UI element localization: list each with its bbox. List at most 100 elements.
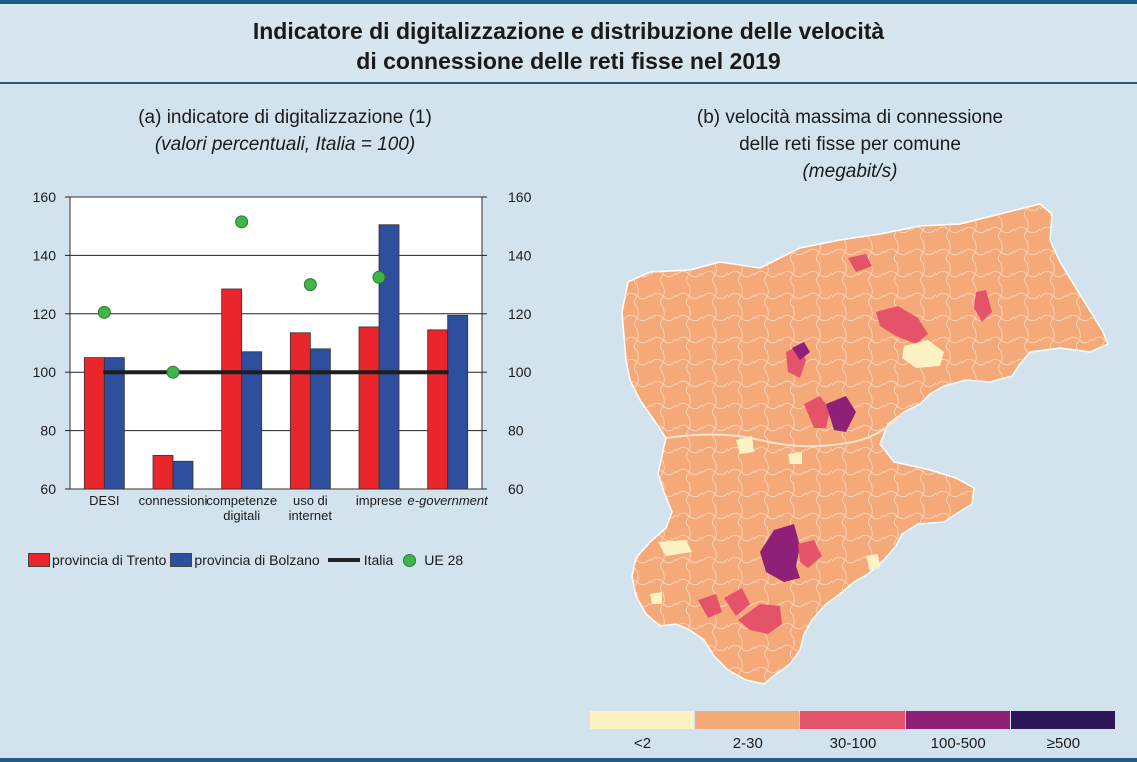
y-tick-label-left: 120 (33, 306, 57, 322)
map-area-30-100 (804, 396, 830, 428)
bar-bolzano (103, 357, 125, 490)
x-category-label: competenze (206, 493, 277, 508)
bar-bolzano (447, 314, 469, 490)
map-area-lt2 (866, 554, 880, 570)
panel-b-subtitle: (megabit/s) (802, 161, 898, 182)
bar-trento (221, 288, 243, 490)
map-region-outline (621, 203, 1109, 685)
legend-swatch-ue28 (403, 553, 417, 567)
bar-chart: 60 80 100 120 140 160 60 80 100 120 140 160 DESI co… (33, 189, 532, 523)
y-tick-label-right: 60 (508, 481, 524, 497)
legend-swatch-italia (327, 558, 360, 562)
panel-a-title: (a) indicatore di digitalizzazione (1) (… (40, 104, 530, 158)
y-axis-left: 60 80 100 120 140 160 (33, 189, 70, 497)
panel-a-title-text: (a) indicatore di digitalizzazione (1) (138, 107, 432, 128)
legend-label-bolzano: provincia di Bolzano (194, 552, 320, 568)
x-category-label: digitali (223, 508, 260, 523)
x-category-label: DESI (89, 493, 119, 508)
map-municipality-borders (622, 204, 1108, 684)
chart-legend: provincia di Trento provincia di Bolzano… (28, 552, 467, 568)
legend-label-italia: Italia (363, 552, 394, 568)
map-legend-swatch-lt2 (590, 711, 695, 729)
map-legend-label: 100-500 (930, 735, 986, 752)
panel-b-title-line2: delle reti fisse per comune (739, 134, 961, 155)
map-area-lt2 (902, 340, 944, 368)
map-area-30-100 (848, 254, 872, 272)
map-legend-swatch-100-500 (905, 711, 1010, 729)
figure-title-line2: di connessione delle reti fisse nel 2019 (356, 48, 781, 74)
panel-b-title-line1: (b) velocità massima di connessione (696, 107, 1004, 128)
map-area-lt2 (788, 452, 802, 464)
y-tick-label-left: 60 (40, 481, 56, 497)
point-ue28 (166, 365, 180, 379)
y-tick-label-right: 100 (508, 364, 532, 380)
legend-label-ue28: UE 28 (424, 552, 464, 568)
bar-bolzano (172, 460, 194, 490)
legend-swatch-trento (28, 553, 50, 567)
map-legend-labels: <2 2-30 30-100 100-500 ≥500 (590, 735, 1116, 752)
map-area-30-100 (974, 290, 992, 322)
map-legend-label: 30-100 (829, 735, 877, 752)
legend-item-ue28: UE 28 (397, 552, 463, 568)
map-area-30-100 (724, 588, 750, 616)
bar-trento (152, 455, 174, 490)
map-area-30-100 (786, 346, 806, 378)
bars (83, 224, 469, 490)
province-boundary (665, 411, 905, 448)
y-tick-label-right: 120 (508, 306, 532, 322)
map-area-lt2 (650, 592, 662, 604)
bar-bolzano (378, 224, 400, 490)
panel-a-subtitle: (valori percentuali, Italia = 100) (154, 134, 416, 155)
bar-bolzano (309, 348, 331, 490)
y-tick-label-left: 160 (33, 189, 57, 205)
map-area-100-500 (826, 396, 856, 432)
bar-trento (83, 357, 105, 490)
map-legend-label: 2-30 (732, 735, 763, 752)
x-category-label: uso di (293, 493, 328, 508)
map-area-lt2 (658, 540, 692, 556)
y-tick-label-right: 140 (508, 247, 532, 263)
legend-item-italia: Italia (324, 552, 394, 568)
legend-item-trento: provincia di Trento (28, 552, 166, 568)
legend-label-trento: provincia di Trento (52, 552, 167, 568)
map-area-30-100 (798, 540, 822, 568)
bar-trento (427, 329, 449, 490)
map-legend: <2 2-30 30-100 100-500 ≥500 (590, 711, 1116, 752)
map-legend-swatch-2-30 (695, 711, 800, 729)
ue-points (97, 215, 386, 379)
y-tick-label-right: 80 (508, 423, 524, 439)
top-rule (0, 0, 1137, 4)
bar-bolzano (241, 351, 263, 490)
bar-trento (358, 326, 380, 490)
map-legend-label: <2 (634, 735, 652, 752)
map-legend-swatch-30-100 (800, 711, 905, 729)
y-tick-label-right: 160 (508, 189, 532, 205)
map-area-30-100 (698, 594, 722, 618)
map-area-100-500 (792, 342, 810, 360)
legend-item-bolzano: provincia di Bolzano (170, 552, 320, 568)
map-area-30-100 (738, 604, 782, 634)
map-area-100-500 (760, 524, 800, 582)
legend-swatch-bolzano (170, 553, 193, 567)
point-ue28 (303, 278, 317, 292)
x-category-label: imprese (356, 493, 402, 508)
bar-trento (289, 332, 311, 490)
figure-title-line1: Indicatore di digitalizzazione e distrib… (252, 18, 885, 44)
map-legend-swatch-ge500 (1010, 711, 1116, 729)
x-category-label: e-government (408, 493, 490, 508)
point-ue28 (235, 215, 249, 229)
y-tick-label-left: 140 (33, 247, 57, 263)
point-ue28 (97, 305, 111, 319)
figure-title: Indicatore di digitalizzazione e distrib… (0, 4, 1137, 84)
x-category-label: connessioni (139, 493, 208, 508)
plot-area (69, 196, 483, 490)
y-axis-right: 60 80 100 120 140 160 (482, 189, 532, 497)
map-area-lt2 (736, 436, 754, 454)
map-area-30-100 (876, 306, 928, 344)
y-tick-label-left: 100 (33, 364, 57, 380)
y-tick-label-left: 80 (40, 423, 56, 439)
point-ue28 (372, 270, 386, 284)
panel-b-title: (b) velocità massima di connessione dell… (600, 104, 1100, 185)
x-category-label: internet (289, 508, 333, 523)
